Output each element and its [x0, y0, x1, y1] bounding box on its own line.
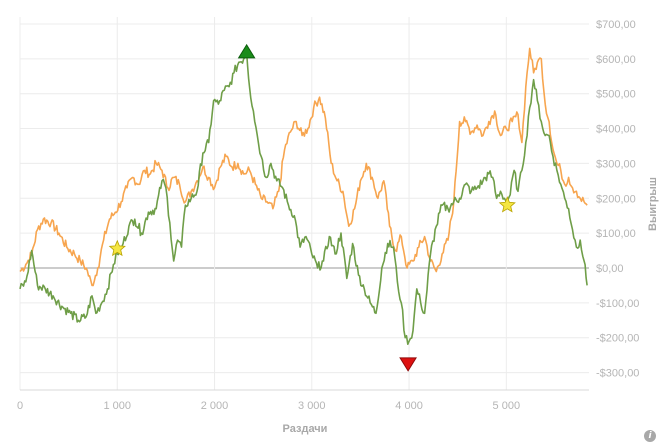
y-tick-label: $300,00 — [596, 158, 636, 170]
max-marker — [237, 43, 256, 59]
x-tick-label: 4 000 — [395, 400, 423, 412]
star-marker — [498, 196, 516, 213]
y-tick-label: $700,00 — [596, 19, 636, 31]
series-group — [19, 47, 588, 346]
y-tick-label: $100,00 — [596, 228, 636, 240]
x-axis-ticks: 0 1 000 2 000 3 000 4 000 5 000 — [17, 400, 520, 412]
info-icon[interactable]: i — [644, 430, 656, 442]
y-tick-label: $400,00 — [596, 124, 636, 136]
series-line-green — [19, 51, 588, 346]
y-axis-ticks: -$300,00 -$200,00 -$100,00 $0,00 $100,00 $200… — [596, 19, 639, 380]
y-tick-label: -$200,00 — [596, 333, 639, 345]
markers-group — [108, 43, 516, 372]
x-tick-label: 2 000 — [201, 400, 229, 412]
star-marker — [108, 239, 126, 257]
x-tick-label: 3 000 — [298, 400, 326, 412]
y-axis-title: Выигрыш — [647, 177, 659, 231]
y-tick-label: -$100,00 — [596, 298, 639, 310]
min-marker — [399, 357, 417, 372]
x-tick-label: 1 000 — [103, 400, 131, 412]
grid — [19, 17, 589, 391]
x-tick-label: 0 — [17, 400, 23, 412]
x-tick-label: 5 000 — [493, 400, 521, 412]
y-tick-label: $0,00 — [596, 263, 624, 275]
y-tick-label: $200,00 — [596, 193, 636, 205]
y-tick-label: -$300,00 — [596, 368, 639, 380]
series-line-orange — [19, 47, 588, 287]
y-tick-label: $500,00 — [596, 89, 636, 101]
x-axis-title: Раздачи — [283, 423, 328, 435]
y-tick-label: $600,00 — [596, 54, 636, 66]
